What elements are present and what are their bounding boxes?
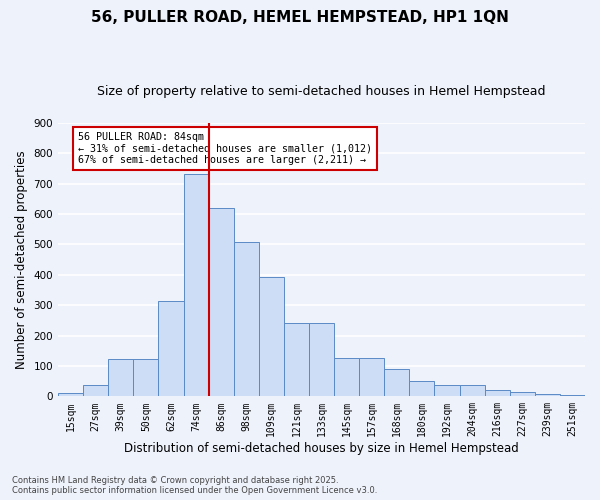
Bar [334,358,359,397]
Bar [108,360,133,397]
Bar [284,324,309,396]
Bar [233,242,259,396]
Text: 56 PULLER ROAD: 84sqm
← 31% of semi-detached houses are smaller (1,012)
67% of s: 56 PULLER ROAD: 84sqm ← 31% of semi-deta… [78,132,372,165]
Title: Size of property relative to semi-detached houses in Hemel Hempstead: Size of property relative to semi-detach… [97,85,546,98]
Bar [384,369,409,396]
Bar [560,395,585,396]
Bar [510,392,535,396]
X-axis label: Distribution of semi-detached houses by size in Hemel Hempstead: Distribution of semi-detached houses by … [124,442,519,455]
Text: 56, PULLER ROAD, HEMEL HEMPSTEAD, HP1 1QN: 56, PULLER ROAD, HEMEL HEMPSTEAD, HP1 1Q… [91,10,509,25]
Bar [209,208,233,396]
Y-axis label: Number of semi-detached properties: Number of semi-detached properties [15,150,28,369]
Bar [460,385,485,396]
Bar [309,324,334,396]
Bar [58,392,83,396]
Bar [133,360,158,397]
Bar [158,300,184,396]
Bar [259,277,284,396]
Bar [535,394,560,396]
Bar [434,385,460,396]
Bar [184,174,209,396]
Bar [83,385,108,396]
Bar [409,380,434,396]
Bar [485,390,510,396]
Bar [359,358,384,397]
Text: Contains HM Land Registry data © Crown copyright and database right 2025.
Contai: Contains HM Land Registry data © Crown c… [12,476,377,495]
